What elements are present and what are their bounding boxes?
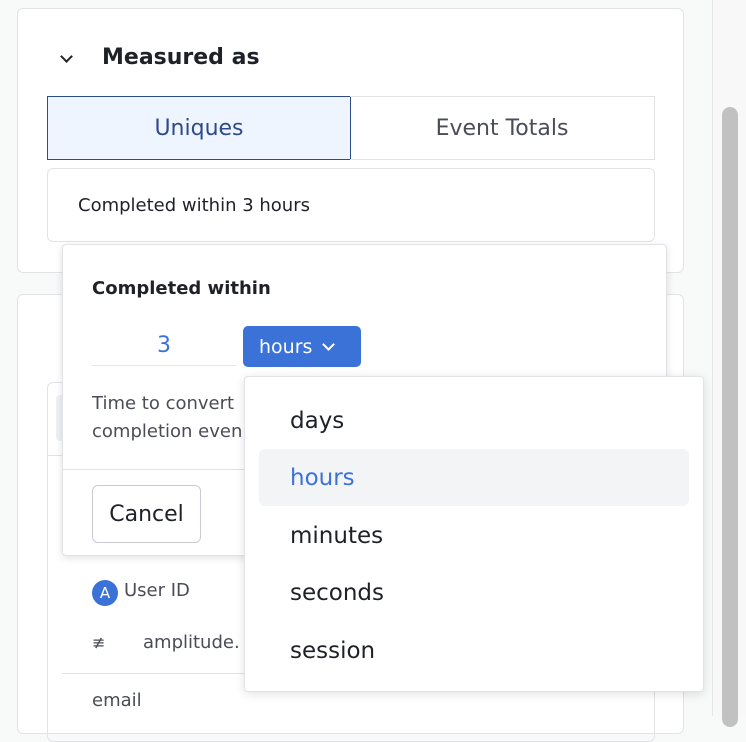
uniques-option[interactable]: Uniques (47, 96, 351, 160)
property-label[interactable]: amplitude. (143, 632, 240, 653)
conversion-window-summary: Completed within 3 hours (78, 194, 310, 216)
popover-title: Completed within (92, 278, 271, 299)
event-totals-option[interactable]: Event Totals (350, 96, 655, 160)
unit-dropdown-button[interactable]: hours (243, 326, 361, 367)
unit-value: hours (259, 335, 313, 358)
menu-item-minutes[interactable]: minutes (290, 522, 384, 549)
scrollbar-thumb[interactable] (722, 107, 738, 727)
user-id-label[interactable]: User ID (124, 580, 190, 601)
help-text-line1: Time to convert (92, 393, 235, 414)
section-title: Measured as (102, 45, 260, 70)
menu-item-seconds[interactable]: seconds (290, 579, 385, 606)
email-label[interactable]: email (92, 690, 142, 711)
help-text-line2: completion even (92, 421, 243, 442)
amplitude-logo-icon: A (92, 580, 118, 606)
chevron-down-icon (322, 337, 336, 351)
menu-item-session[interactable]: session (290, 637, 376, 664)
duration-input[interactable]: 3 (92, 326, 236, 366)
cancel-button[interactable]: Cancel (92, 485, 201, 543)
conversion-window-field[interactable]: Completed within 3 hours (47, 168, 655, 242)
unit-menu: days hours minutes seconds session (244, 376, 704, 692)
menu-item-hours[interactable]: hours (259, 449, 689, 506)
operator-icon[interactable]: ≢ (92, 633, 106, 652)
menu-item-days[interactable]: days (290, 407, 345, 434)
